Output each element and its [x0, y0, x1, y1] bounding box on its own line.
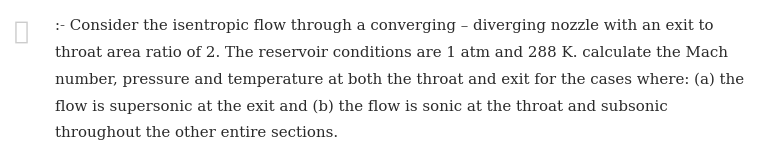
Text: 👉: 👉 [14, 20, 29, 44]
Text: throat area ratio of 2. The reservoir conditions are 1 atm and 288 K. calculate : throat area ratio of 2. The reservoir co… [55, 45, 727, 60]
Text: number, pressure and temperature at both the throat and exit for the cases where: number, pressure and temperature at both… [55, 72, 744, 87]
Text: throughout the other entire sections.: throughout the other entire sections. [55, 126, 338, 140]
Text: flow is supersonic at the exit and (b) the flow is sonic at the throat and subso: flow is supersonic at the exit and (b) t… [55, 99, 667, 114]
Text: :- Consider the isentropic flow through a converging – diverging nozzle with an : :- Consider the isentropic flow through … [55, 19, 713, 33]
